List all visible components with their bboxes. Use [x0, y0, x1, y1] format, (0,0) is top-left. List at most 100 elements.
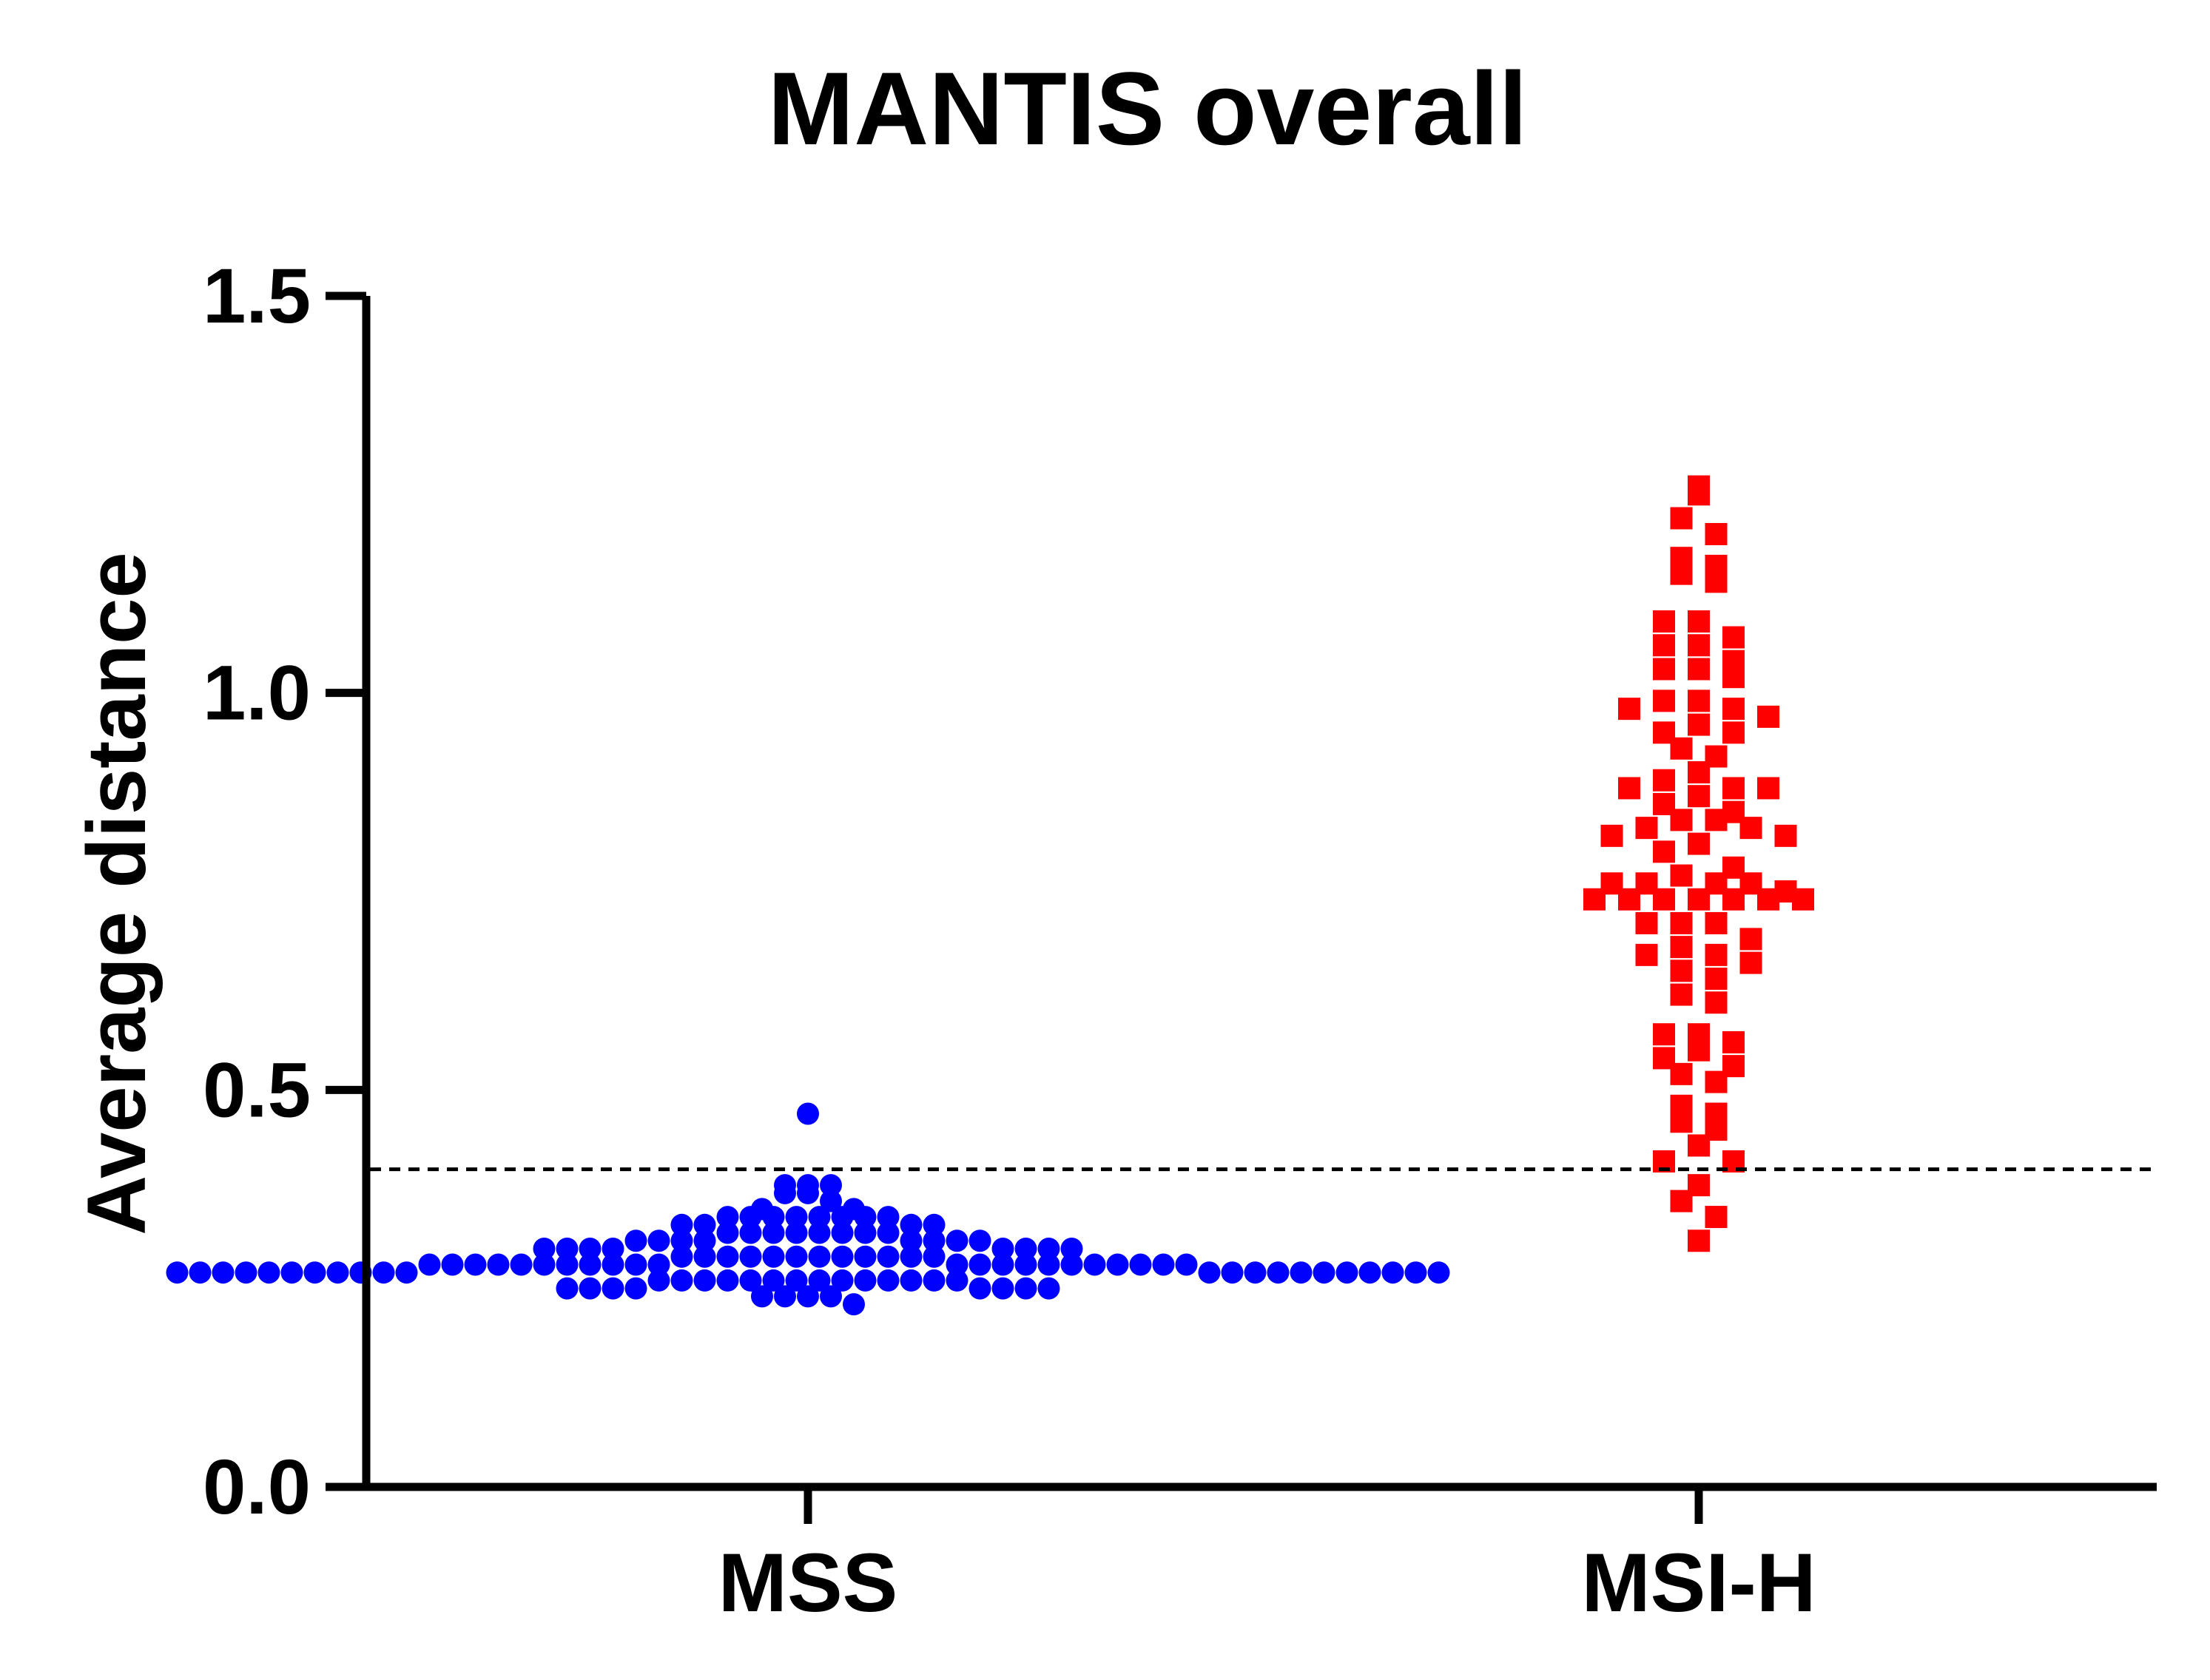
mss-point: [1060, 1253, 1083, 1276]
mss-point: [1335, 1261, 1358, 1284]
mss-point: [624, 1229, 647, 1252]
mss-point: [1244, 1261, 1267, 1284]
msi-h-point: [1705, 991, 1728, 1014]
msi-h-point: [1739, 951, 1762, 974]
mss-point: [797, 1181, 819, 1204]
mss-point: [797, 1285, 819, 1308]
msi-h-point: [1635, 911, 1658, 934]
y-axis-label: Average distance: [70, 552, 163, 1235]
mss-point: [877, 1245, 900, 1268]
msi-h-point: [1688, 634, 1710, 657]
mss-point: [235, 1261, 257, 1284]
msi-h-point: [1705, 968, 1728, 991]
mss-point: [785, 1245, 808, 1268]
msi-h-point: [1688, 658, 1710, 681]
mss-point: [1152, 1253, 1175, 1276]
mss-point: [647, 1253, 670, 1276]
mss-point: [579, 1253, 602, 1276]
mss-point: [602, 1277, 624, 1300]
msi-h-point: [1653, 658, 1675, 681]
mss-point: [670, 1213, 693, 1236]
msi-h-point: [1688, 888, 1710, 911]
mss-point: [923, 1245, 946, 1268]
mss-point: [854, 1269, 877, 1292]
msi-h-point: [1757, 777, 1779, 800]
mss-point: [647, 1269, 670, 1292]
msi-h-point: [1670, 911, 1693, 934]
mss-point: [716, 1206, 739, 1229]
msi-h-point: [1722, 698, 1745, 721]
msi-h-point: [1618, 888, 1640, 911]
mss-point: [739, 1206, 762, 1229]
mss-point: [968, 1229, 991, 1252]
msi-h-point: [1688, 761, 1710, 783]
mss-point: [602, 1253, 624, 1276]
mss-point: [854, 1206, 877, 1229]
mss-point: [579, 1238, 602, 1260]
msi-h-point: [1670, 809, 1693, 831]
mss-point: [533, 1238, 556, 1260]
mss-point: [854, 1245, 877, 1268]
mss-point: [418, 1253, 441, 1276]
mss-point: [1290, 1261, 1313, 1284]
mss-point: [923, 1229, 946, 1252]
mss-point: [991, 1238, 1014, 1260]
mss-point: [923, 1213, 946, 1236]
mss-point: [968, 1277, 991, 1300]
mss-point: [716, 1269, 739, 1292]
msi-h-point: [1670, 507, 1693, 530]
mss-point: [797, 1102, 819, 1125]
mss-point: [693, 1245, 716, 1268]
mss-point: [831, 1269, 854, 1292]
mss-point: [1198, 1261, 1221, 1284]
mss-point: [808, 1269, 831, 1292]
data-points: [166, 475, 1814, 1316]
mss-point: [877, 1206, 900, 1229]
mss-point: [533, 1253, 556, 1276]
mss-point: [1060, 1238, 1083, 1260]
mss-point: [991, 1277, 1014, 1300]
msi-h-point: [1688, 832, 1710, 855]
msi-h-point: [1670, 737, 1693, 760]
mss-point: [280, 1261, 303, 1284]
mss-point: [1037, 1277, 1060, 1300]
msi-h-point: [1705, 809, 1728, 831]
mss-point: [762, 1245, 785, 1268]
mss-point: [831, 1221, 854, 1244]
mss-point: [1129, 1253, 1152, 1276]
x-axis: MSS MSI-H: [718, 1487, 1816, 1629]
mss-point: [257, 1261, 280, 1284]
mss-point: [831, 1245, 854, 1268]
msi-h-point: [1670, 562, 1693, 585]
msi-h-point: [1653, 1023, 1675, 1046]
msi-h-point: [1705, 943, 1728, 966]
mss-point: [900, 1229, 923, 1252]
mss-point: [785, 1206, 808, 1229]
msi-h-point: [1618, 698, 1640, 721]
mss-point: [189, 1261, 212, 1284]
mss-point: [464, 1253, 487, 1276]
mss-point: [762, 1269, 785, 1292]
mss-point: [303, 1261, 326, 1284]
mss-point: [441, 1253, 464, 1276]
mss-point: [212, 1261, 235, 1284]
msi-h-point: [1635, 943, 1658, 966]
msi-h-point: [1670, 1190, 1693, 1212]
msi-h-point: [1653, 689, 1675, 712]
mss-point: [1427, 1261, 1450, 1284]
msi-h-point: [1722, 1030, 1745, 1053]
mss-point: [556, 1277, 579, 1300]
mss-point: [624, 1277, 647, 1300]
msi-h-point: [1635, 817, 1658, 840]
mss-point: [1175, 1253, 1198, 1276]
mss-point: [820, 1174, 842, 1197]
mss-point: [877, 1269, 900, 1292]
msi-h-point: [1722, 721, 1745, 744]
mss-point: [1037, 1253, 1060, 1276]
mss-point: [670, 1269, 693, 1292]
msi-h-point: [1653, 610, 1675, 633]
mss-point: [762, 1206, 785, 1229]
msi-h-point: [1670, 1110, 1693, 1133]
msi-h-point: [1705, 1070, 1728, 1093]
y-tick-label: 1.5: [203, 253, 311, 340]
